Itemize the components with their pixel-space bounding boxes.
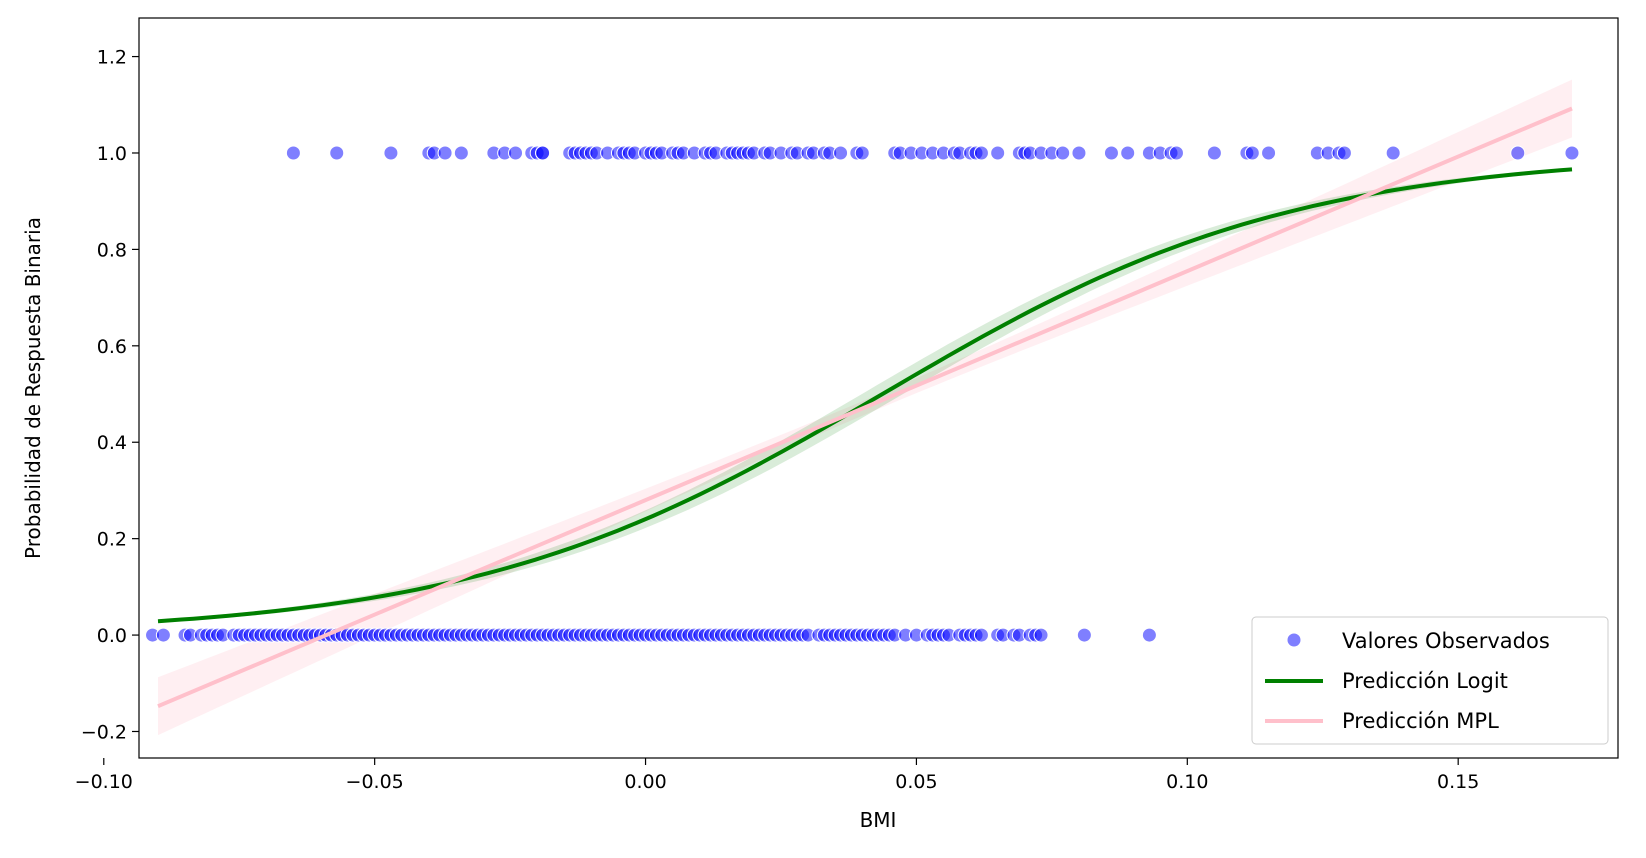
- legend-box: [1251, 616, 1609, 745]
- observed-point: [1120, 145, 1136, 161]
- observed-point: [329, 145, 345, 161]
- logit-confidence-band: [158, 167, 1572, 623]
- observed-point: [1385, 145, 1401, 161]
- legend-marker-observed: [1286, 632, 1302, 648]
- observed-point: [1564, 145, 1580, 161]
- observed-point: [155, 627, 171, 643]
- observed-point: [1055, 145, 1071, 161]
- observed-point: [973, 145, 989, 161]
- x-tick-label: 0.15: [1437, 771, 1479, 793]
- observed-point: [1033, 627, 1049, 643]
- observed-point: [383, 145, 399, 161]
- observed-points: [145, 145, 1580, 643]
- observed-point: [285, 145, 301, 161]
- y-tick-label: 0.6: [97, 336, 127, 358]
- y-axis-ticks: −0.2 0.0 0.2 0.4 0.6 0.8 1.0 1.2: [81, 47, 139, 743]
- observed-point: [854, 145, 870, 161]
- y-tick-label: 1.2: [97, 47, 127, 69]
- mpl-prediction-line: [157, 106, 1573, 709]
- x-axis-label: BMI: [860, 808, 897, 832]
- y-tick-label: −0.2: [81, 721, 127, 743]
- prediction-lines: [157, 106, 1573, 709]
- observed-point: [973, 627, 989, 643]
- y-tick-label: 1.0: [97, 143, 127, 165]
- observed-point: [1076, 627, 1092, 643]
- observed-point: [1103, 145, 1119, 161]
- observed-point: [1206, 145, 1222, 161]
- y-axis-label: Probabilidad de Respuesta Binaria: [21, 217, 45, 559]
- observed-point: [1336, 145, 1352, 161]
- y-tick-label: 0.0: [97, 625, 127, 647]
- logit-prediction-line: [157, 167, 1573, 624]
- observed-point: [1261, 145, 1277, 161]
- observed-point: [453, 145, 469, 161]
- y-tick-label: 0.8: [97, 239, 127, 261]
- observed-point: [990, 145, 1006, 161]
- observed-point: [833, 145, 849, 161]
- x-tick-label: 0.05: [895, 771, 937, 793]
- y-tick-label: 0.4: [97, 432, 127, 454]
- x-tick-label: 0.10: [1166, 771, 1208, 793]
- x-tick-label: −0.10: [75, 771, 133, 793]
- legend-label-observed: Valores Observados: [1342, 629, 1550, 653]
- x-axis-ticks: −0.10 −0.05 0.00 0.05 0.10 0.15: [75, 758, 1479, 793]
- observed-point: [437, 145, 453, 161]
- legend: Valores Observados Predicción Logit Pred…: [1251, 616, 1609, 745]
- observed-point: [508, 145, 524, 161]
- observed-point: [1244, 145, 1260, 161]
- x-tick-label: 0.00: [624, 771, 666, 793]
- plot-frame: [138, 17, 1619, 759]
- legend-label-logit: Predicción Logit: [1342, 669, 1508, 693]
- observed-point: [1141, 627, 1157, 643]
- observed-point: [1168, 145, 1184, 161]
- observed-point: [535, 145, 551, 161]
- observed-point: [1071, 145, 1087, 161]
- legend-label-mpl: Predicción MPL: [1342, 709, 1499, 733]
- observed-point: [1510, 145, 1526, 161]
- y-tick-label: 0.2: [97, 529, 127, 551]
- x-tick-label: −0.05: [346, 771, 404, 793]
